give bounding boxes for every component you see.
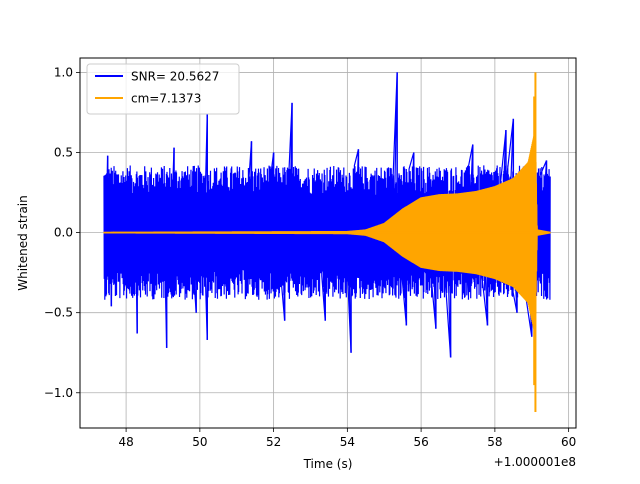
y-tick-label: −0.5 xyxy=(44,306,73,320)
y-tick-label: 0.5 xyxy=(54,146,73,160)
legend: SNR= 20.5627 cm=7.1373 xyxy=(86,63,240,115)
x-axis-ticks: 48 50 52 54 56 58 60 xyxy=(118,428,576,449)
y-tick-label: 1.0 xyxy=(54,65,73,79)
legend-box xyxy=(86,63,240,115)
y-tick-label: 0.0 xyxy=(54,226,73,240)
x-tick-label: 52 xyxy=(266,435,281,449)
x-tick-label: 48 xyxy=(118,435,133,449)
legend-label-cm: cm=7.1373 xyxy=(131,92,201,106)
plot-series xyxy=(103,72,551,412)
x-axis-label: Time (s) xyxy=(303,457,353,471)
y-tick-label: −1.0 xyxy=(44,386,73,400)
x-tick-label: 50 xyxy=(192,435,207,449)
x-tick-label: 56 xyxy=(413,435,428,449)
plot-frame xyxy=(79,57,577,429)
grid xyxy=(80,58,576,428)
x-tick-label: 58 xyxy=(487,435,502,449)
y-axis-ticks: −1.0 −0.5 0.0 0.5 1.0 xyxy=(44,65,80,400)
x-tick-label: 60 xyxy=(561,435,576,449)
y-axis-label: Whitened strain xyxy=(16,195,30,291)
legend-label-snr: SNR= 20.5627 xyxy=(131,70,219,84)
x-tick-label: 54 xyxy=(340,435,355,449)
x-axis-offset-label: +1.000001e8 xyxy=(494,455,576,469)
series-cm xyxy=(103,72,551,412)
